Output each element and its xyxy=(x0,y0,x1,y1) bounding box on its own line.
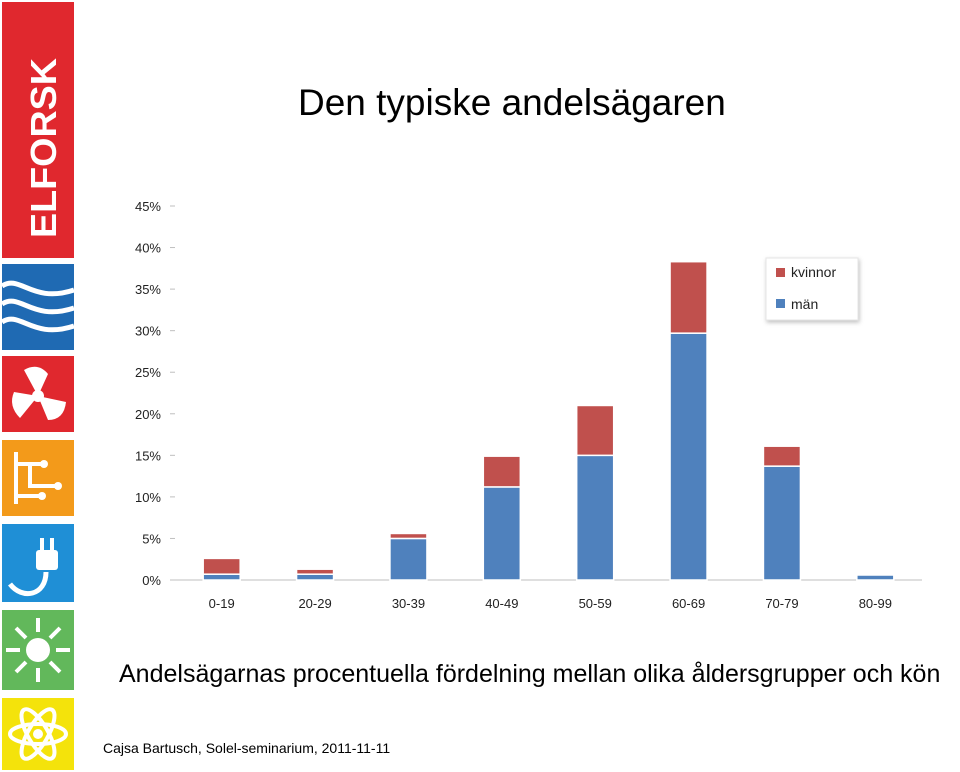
x-tick-label: 70-79 xyxy=(765,596,798,611)
fan-icon xyxy=(2,356,74,432)
bar-segment-man xyxy=(575,454,615,581)
bar-segment-man xyxy=(762,465,802,581)
x-tick-label: 80-99 xyxy=(859,596,892,611)
legend-label-man: män xyxy=(791,296,818,312)
elforsk-logo-text: ELFORSK xyxy=(23,58,64,238)
bar-segment-kvinnor xyxy=(575,404,615,457)
waves-icon xyxy=(2,264,74,350)
y-tick-label: 10% xyxy=(135,490,161,505)
legend-box xyxy=(765,257,859,321)
bar-segment-man xyxy=(669,332,708,581)
x-tick-label: 60-69 xyxy=(672,596,705,611)
bar-segment-kvinnor xyxy=(389,532,428,540)
bar-segment-kvinnor xyxy=(202,557,241,575)
bar-segment-kvinnor xyxy=(482,455,522,488)
legend-label-kvinnor: kvinnor xyxy=(791,264,836,280)
circuit-icon xyxy=(2,440,74,516)
y-tick-label: 30% xyxy=(135,324,161,339)
y-tick-label: 35% xyxy=(135,282,161,297)
legend-swatch-man xyxy=(776,299,785,308)
bar-segment-man xyxy=(295,573,335,581)
bar-segment-man xyxy=(389,537,428,581)
slide-footer: Cajsa Bartusch, Solel-seminarium, 2011-1… xyxy=(103,740,391,756)
y-tick-label: 45% xyxy=(135,199,161,214)
sun-icon xyxy=(2,610,74,690)
bar-segment-man xyxy=(202,573,241,581)
elforsk-logo: ELFORSK xyxy=(2,2,74,258)
plug-icon xyxy=(2,524,74,602)
y-tick-label: 25% xyxy=(135,365,161,380)
x-tick-label: 40-49 xyxy=(485,596,518,611)
chart-legend: kvinnor män xyxy=(765,257,859,321)
y-tick-label: 5% xyxy=(142,531,161,546)
x-tick-label: 0-19 xyxy=(209,596,235,611)
chart-caption: Andelsägarnas procentuella fördelning me… xyxy=(119,660,941,688)
y-tick-label: 40% xyxy=(135,241,161,256)
bar-segment-kvinnor xyxy=(295,568,335,575)
sidebar-logos: ELFORSK xyxy=(0,0,76,772)
legend-swatch-kvinnor xyxy=(776,268,785,277)
x-tick-label: 30-39 xyxy=(392,596,425,611)
y-tick-label: 20% xyxy=(135,407,161,422)
y-tick-label: 15% xyxy=(135,448,161,463)
bar-segment-man xyxy=(482,486,522,581)
y-tick-label: 0% xyxy=(142,573,161,588)
bar-segment-kvinnor xyxy=(762,445,802,467)
atom-icon xyxy=(2,698,74,770)
x-tick-label: 50-59 xyxy=(579,596,612,611)
x-tick-label: 20-29 xyxy=(298,596,331,611)
slide-title: Den typiske andelsägaren xyxy=(298,82,726,123)
bar-segment-kvinnor xyxy=(669,260,708,334)
bar-segment-man xyxy=(856,574,895,581)
